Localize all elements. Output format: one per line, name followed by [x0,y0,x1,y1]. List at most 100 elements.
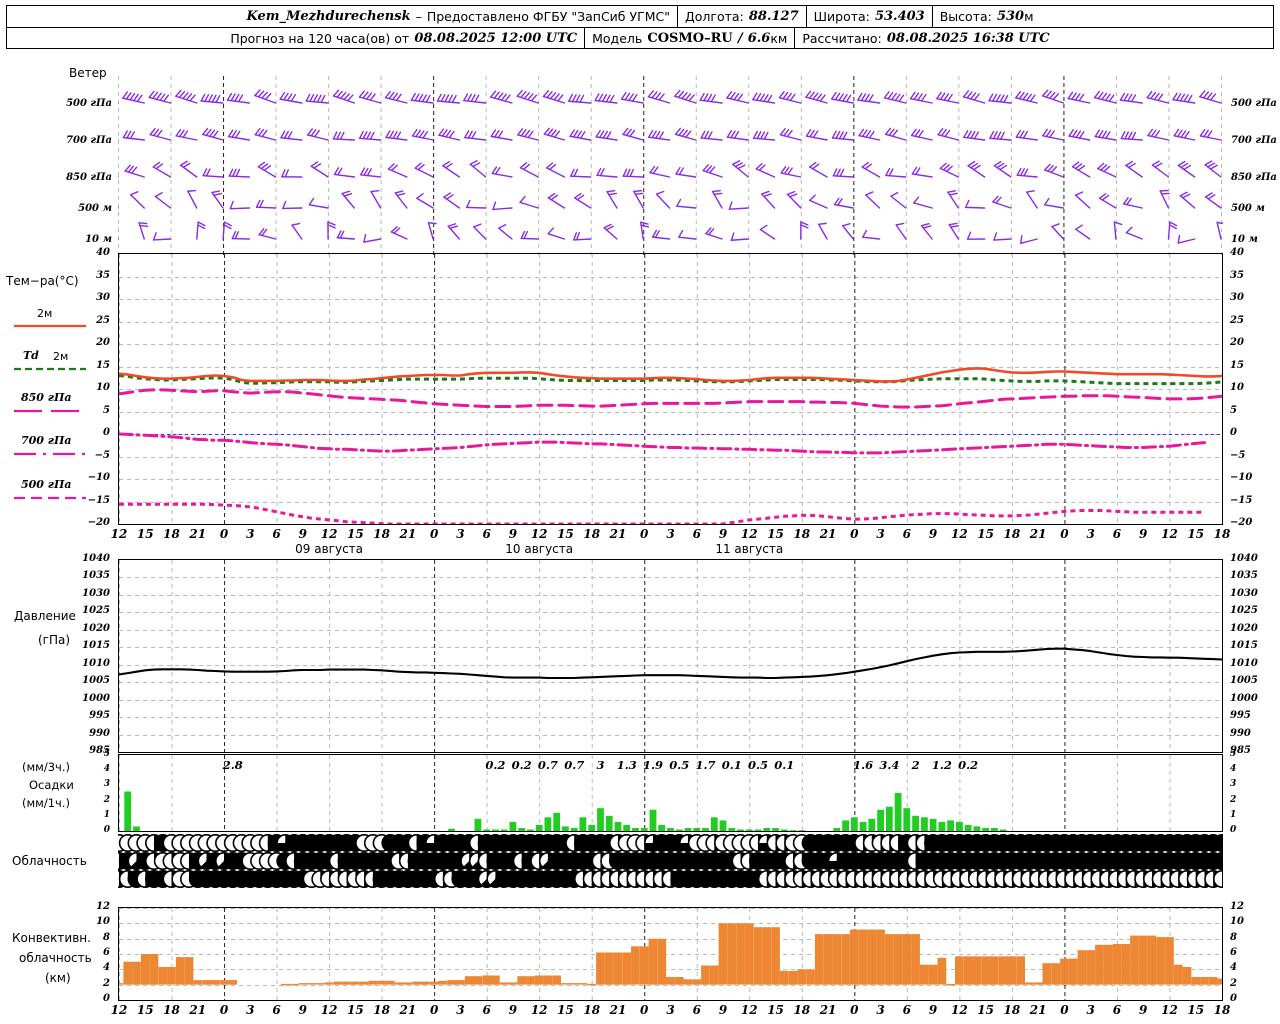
temp-ytick-right-−5: −5 [1230,449,1246,461]
conv-xtick-41: 15 [1187,1003,1205,1017]
header-forecast-seg: Прогноз на 120 часа(ов) от 08.08.2025 12… [223,28,584,49]
temp-ytick-left-−10: −10 [87,472,110,483]
legend-t2m-swatch [14,324,86,328]
conv-xtick-2: 18 [163,1003,180,1017]
pres-ytick-right-995: 995 [1230,710,1251,722]
temp-ytick-right-−20: −20 [1230,517,1253,528]
pres-ytick-left-1010: 1010 [82,657,110,669]
temp-ytick-right-15: 15 [1230,359,1244,371]
wind-level-label-left-1: 700 гПа [66,135,112,146]
header-lat-seg: Широта: 53.403 [807,6,932,27]
temp-xtick-19: 21 [609,527,627,541]
precip-title-3h: (мм/3ч.) [22,760,70,774]
wind-level-label-left-4: 10 м [85,234,112,245]
precip-3h-total-12: 0.1 [774,758,795,772]
precip-3h-total-7: 1.9 [642,758,663,772]
pres-ytick-left-1020: 1020 [82,622,110,634]
calculated-label: Рассчитано: [802,31,882,46]
temp-xtick-8: 12 [320,527,338,541]
conv-xtick-32: 12 [951,1003,968,1017]
temp-ytick-left-−20: −20 [87,517,110,528]
temp-xtick-3: 21 [189,527,207,541]
wind-level-label-left-3: 500 м [78,203,112,214]
precipitation-plot: 2.8 0.2 0.2 0.7 0.7 3 1.3 1.9 0.5 1.7 0.1 0.5 0.1 1.6… [118,754,1223,832]
header-divider-3 [931,6,933,27]
provider-text: Предоставлено ФГБУ "ЗапСиб УГМС" [426,9,670,24]
day-label-0: 09 августа [295,542,364,556]
header-lon-seg: Долгота: 88.127 [678,6,806,27]
pressure-panel-title-1: Давление [14,609,76,623]
conv-xtick-39: 9 [1139,1003,1148,1017]
conv-xtick-3: 21 [189,1003,207,1017]
temp-ytick-right-35: 35 [1230,269,1244,281]
precip-3h-total-4: 0.7 [564,758,585,772]
conv-ytick-left-10: 10 [96,916,110,928]
temp-xtick-29: 3 [876,527,885,541]
conv-xtick-6: 6 [272,1003,281,1017]
temp-xtick-12: 0 [429,527,439,541]
temp-xtick-16: 12 [530,527,548,541]
model-resolution-unit: км [770,31,788,46]
precip-ytick-left-5: 5 [103,749,110,759]
precip-3h-total-17: 0.2 [958,758,979,772]
precip-3h-total-6: 1.3 [616,758,637,772]
pres-ytick-left-995: 995 [89,710,110,722]
header-dash: – [415,9,422,24]
temp-ytick-right-10: 10 [1230,382,1244,393]
temp-xtick-6: 6 [272,527,281,541]
latitude-value: 53.403 [874,9,925,24]
temp-xtick-42: 18 [1213,527,1231,541]
temp-xtick-14: 6 [482,527,491,541]
temp-xtick-11: 21 [399,527,417,541]
precip-ytick-right-2: 2 [1230,794,1237,805]
pressure-panel: Давление (гПа) 1040 1035 1030 1025 1020 1015 1… [0,553,1280,756]
conv-xtick-5: 3 [246,1003,255,1017]
precip-3h-total-1: 0.2 [485,758,506,772]
conv-ytick-left-6: 6 [103,947,110,958]
temp-xtick-32: 12 [951,527,968,541]
altitude-value: 530 [996,9,1025,24]
precip-3h-total-11: 0.5 [748,758,769,772]
precip-3h-total-9: 1.7 [695,758,716,772]
conv-xtick-20: 0 [640,1003,649,1017]
forecast-label: Прогноз на 120 часа(ов) от [230,31,410,46]
temperature-panel: Тем−ра(°C) 2м Td 2м 850 гПа 700 гПа 500 … [0,247,1280,556]
conv-ytick-right-12: 12 [1230,901,1244,912]
conv-xtick-14: 6 [482,1003,491,1017]
pressure-panel-title-2: (гПа) [38,633,71,647]
precip-3h-total-10: 0.1 [721,758,742,772]
pres-ytick-right-1005: 1005 [1230,675,1258,687]
temp-ytick-right-30: 30 [1230,292,1244,303]
temp-xtick-20: 0 [640,527,649,541]
temperature-plot [118,253,1223,525]
conv-xtick-15: 9 [508,1003,518,1017]
wind-level-label-left-2: 850 гПа [66,172,112,183]
day-label-1: 10 августа [505,542,574,556]
header-box: Kem_Mezhdurechensk – Предоставлено ФГБУ … [6,5,1274,49]
precip-ytick-left-4: 4 [103,764,110,775]
conv-ytick-left-0: 0 [103,993,110,1004]
pres-ytick-left-1035: 1035 [82,570,110,582]
temp-xtick-33: 15 [977,527,994,541]
temp-xtick-10: 18 [373,527,390,541]
cloud-symbol-r1-h126 [1213,852,1223,870]
conv-ytick-right-4: 4 [1230,962,1237,974]
pres-ytick-left-985: 985 [89,745,110,756]
pres-ytick-right-1030: 1030 [1230,587,1258,599]
temp-xtick-28: 0 [850,527,859,541]
precipitation-panel: (мм/3ч.) Осадки (мм/1ч.) 2.8 0.2 0.2 0.7 0.7… [0,749,1280,836]
wind-level-label-right-1: 700 гПа [1231,135,1277,146]
temp-xtick-27: 21 [819,527,837,541]
conv-xtick-40: 12 [1161,1003,1178,1017]
conv-xtick-35: 21 [1029,1003,1047,1017]
conv-xtick-31: 9 [928,1003,938,1017]
header-divider-5 [794,28,796,49]
conv-xtick-26: 18 [793,1003,811,1017]
conv-xtick-25: 15 [767,1003,784,1017]
temp-xtick-26: 18 [793,527,811,541]
conv-ytick-left-4: 4 [103,962,110,974]
temp-ytick-right-5: 5 [1230,404,1237,416]
conv-xtick-1: 15 [136,1003,154,1017]
pres-ytick-left-1040: 1040 [82,553,110,564]
temp-ytick-left-20: 20 [96,337,110,348]
